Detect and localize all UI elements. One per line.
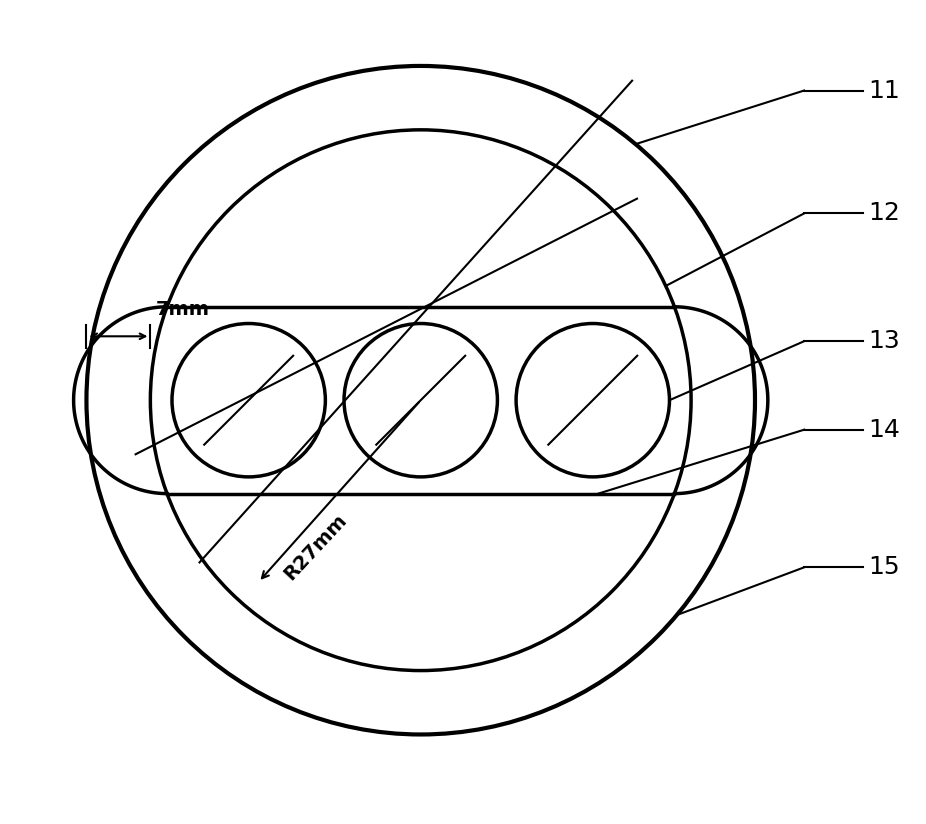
Text: 14: 14 xyxy=(868,418,900,442)
Text: 7mm: 7mm xyxy=(156,300,209,319)
Text: 12: 12 xyxy=(868,201,900,226)
Text: R27mm: R27mm xyxy=(280,511,350,584)
Text: 11: 11 xyxy=(868,78,900,102)
Text: 13: 13 xyxy=(868,330,900,353)
Text: 15: 15 xyxy=(868,555,900,579)
